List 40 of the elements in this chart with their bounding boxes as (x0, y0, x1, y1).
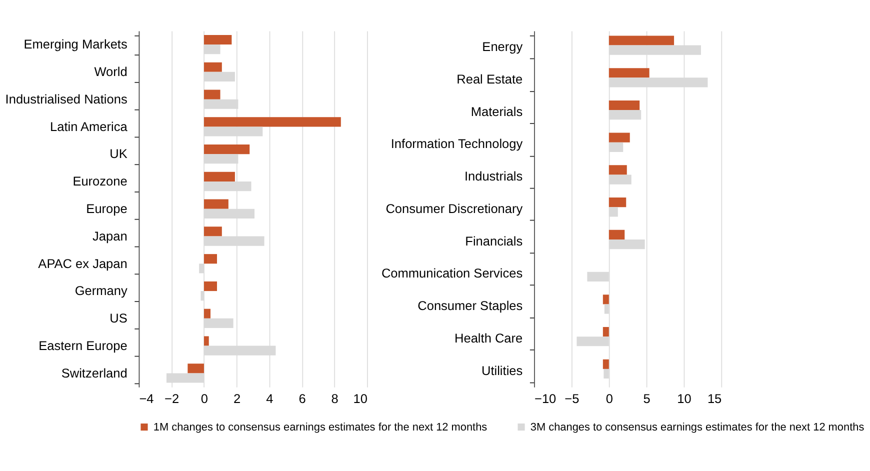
y-tick-label: Europe (86, 200, 128, 216)
y-tick-label: UK (110, 146, 128, 162)
y-tick-label: Financials (465, 233, 523, 248)
x-tick-label: −2 (164, 390, 180, 406)
y-tick-label: Health Care (454, 330, 523, 346)
x-tick-label: 10 (677, 390, 692, 406)
y-tick-label: Latin America (50, 118, 128, 134)
y-tick-label: Information Technology (390, 136, 524, 152)
legend-label: 1M changes to consensus earnings estimates for the next 12 months (153, 422, 488, 434)
y-tick-label: Consumer Discretionary (386, 200, 524, 216)
y-tick-label: World (94, 64, 128, 80)
y-tick-label: Eastern Europe (38, 338, 128, 353)
legend-label: 3M changes to consensus earnings estimates for the next 12 months (530, 422, 865, 434)
x-tick-label: −5 (564, 390, 580, 406)
x-tick-label: 0 (200, 390, 208, 406)
y-tick-label: Consumer Staples (418, 298, 523, 314)
y-tick-label: Industrials (464, 168, 523, 184)
y-tick-label: Real Estate (456, 72, 523, 87)
y-tick-label: Communication Services (381, 266, 523, 281)
x-tick-label: 15 (707, 390, 722, 406)
x-tick-label: 8 (331, 390, 338, 406)
x-tick-label: 5 (643, 390, 650, 406)
x-tick-label: 2 (233, 390, 241, 406)
y-tick-label: Materials (470, 104, 523, 119)
y-tick-label: Switzerland (61, 365, 128, 380)
y-tick-label: Industrialised Nations (5, 91, 128, 106)
y-tick-label: Eurozone (72, 174, 128, 189)
x-tick-label: −10 (534, 390, 556, 406)
y-tick-label: Germany (74, 283, 128, 298)
y-tick-label: APAC ex Japan (38, 256, 128, 271)
x-tick-label: 4 (266, 390, 274, 406)
y-tick-label: Energy (482, 39, 524, 54)
x-tick-label: 6 (298, 390, 306, 406)
y-tick-label: US (110, 310, 128, 326)
x-tick-label: −4 (139, 390, 154, 406)
x-tick-label: 0 (606, 390, 613, 406)
y-tick-label: Emerging Markets (24, 36, 128, 52)
y-tick-label: Utilities (482, 362, 523, 378)
y-tick-label: Japan (92, 228, 128, 244)
x-tick-label: 10 (353, 390, 368, 406)
